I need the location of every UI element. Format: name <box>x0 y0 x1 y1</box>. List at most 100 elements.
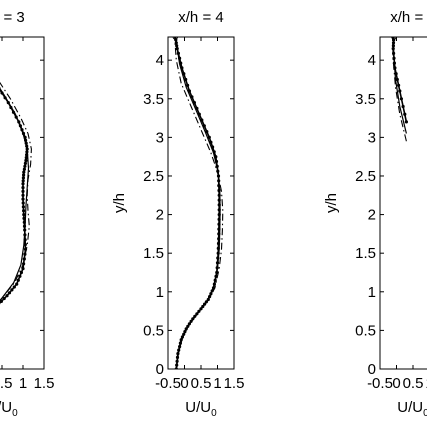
y-tick-label: 0 <box>368 361 376 378</box>
y-tick-label: 2 <box>156 207 164 224</box>
series-line-solid <box>0 87 30 302</box>
data-marker <box>23 161 27 165</box>
data-marker <box>22 213 26 217</box>
y-tick-label: 1 <box>368 284 376 301</box>
x-tick-label: 0 <box>180 375 188 392</box>
data-marker <box>21 267 25 271</box>
x-tick-label: 0.5 <box>191 375 212 392</box>
panel-title: x/h = 4 <box>178 9 223 26</box>
chart-panel-3: x/h = 5-0.500.511.500.511.522.533.54y/hU… <box>323 9 427 419</box>
axes-frame <box>167 36 235 370</box>
data-marker <box>21 201 25 205</box>
y-tick-label: 3.5 <box>355 91 376 108</box>
y-tick-label: 1 <box>156 284 164 301</box>
y-tick-label: 1.5 <box>143 245 164 262</box>
data-marker <box>184 77 188 82</box>
x-tick-label: 1 <box>213 375 221 392</box>
data-marker <box>21 182 25 186</box>
x-axis-label: U/U0 <box>397 399 427 419</box>
data-marker <box>21 197 25 201</box>
series-line-solid-markers <box>174 37 220 369</box>
y-tick-label: 1.5 <box>355 245 376 262</box>
x-tick-label: -0.5 <box>367 375 393 392</box>
series-line-dashdot <box>174 37 224 369</box>
data-marker <box>21 205 25 209</box>
data-marker <box>207 135 211 139</box>
x-tick-label: 1 <box>425 375 427 392</box>
data-marker <box>21 189 25 193</box>
x-tick-label: 1.5 <box>224 375 245 392</box>
x-axis-label-subscript: 0 <box>211 408 217 419</box>
y-tick-label: 0.5 <box>355 322 376 339</box>
axes-frame <box>379 36 427 370</box>
data-marker <box>16 278 20 282</box>
x-axis-label: U/U0 <box>0 399 18 419</box>
panel-title: x/h = 5 <box>390 9 427 26</box>
y-tick-label: 2.5 <box>355 168 376 185</box>
data-marker <box>19 270 23 275</box>
x-tick-label: 0.5 <box>403 375 424 392</box>
plot-area <box>172 37 224 369</box>
data-marker <box>403 112 407 116</box>
x-axis-label-main: U/U <box>185 399 211 416</box>
data-marker <box>7 291 12 295</box>
plot-area <box>0 81 32 305</box>
x-axis-label: U/U0 <box>185 399 217 419</box>
data-marker <box>2 296 6 301</box>
data-marker <box>22 257 26 261</box>
x-axis-label-main: U/U <box>397 399 423 416</box>
data-marker <box>12 285 16 289</box>
x-tick-label: 0.5 <box>0 375 12 392</box>
data-marker <box>399 97 403 101</box>
y-tick-label: 3 <box>368 129 376 146</box>
data-marker <box>398 89 402 93</box>
data-marker-end <box>391 37 397 40</box>
y-tick-label: 3 <box>156 129 164 146</box>
series-line-dashdot <box>391 37 407 142</box>
data-marker <box>22 209 26 213</box>
data-marker <box>5 294 9 298</box>
data-marker <box>15 282 19 286</box>
y-axis-label: y/h <box>323 193 340 213</box>
data-marker <box>21 193 25 197</box>
x-axis-label-subscript: 0 <box>423 408 427 419</box>
y-tick-label: 0.5 <box>143 322 164 339</box>
y-tick-label: 3.5 <box>143 91 164 108</box>
data-marker <box>21 179 25 183</box>
data-marker <box>10 288 14 292</box>
x-axis-label-main: U/U <box>0 399 12 416</box>
data-marker <box>404 120 408 124</box>
y-axis-label: y/h <box>111 193 128 213</box>
data-marker <box>186 83 190 87</box>
data-marker <box>21 176 25 180</box>
data-marker <box>0 299 3 303</box>
x-tick-label: 1 <box>19 375 27 392</box>
data-marker <box>397 83 401 87</box>
data-marker <box>24 156 28 160</box>
data-marker <box>21 186 25 190</box>
y-tick-label: 0 <box>156 361 164 378</box>
data-marker <box>395 77 399 82</box>
x-tick-label: 0 <box>392 375 400 392</box>
plot-area <box>391 37 408 142</box>
x-axis-label-subscript: 0 <box>12 408 18 419</box>
data-marker <box>22 170 26 174</box>
data-marker <box>18 274 22 278</box>
data-marker <box>22 167 26 171</box>
chart-panel-1: x/h = 3-0.500.511.5U/U0 <box>0 9 54 419</box>
data-marker <box>23 164 27 168</box>
data-marker <box>22 173 26 177</box>
series-line-solid <box>392 37 407 134</box>
data-marker <box>401 104 405 109</box>
data-marker <box>24 158 28 163</box>
y-tick-label: 4 <box>156 52 164 69</box>
x-tick-label: -0.5 <box>155 375 181 392</box>
y-tick-label: 2 <box>368 207 376 224</box>
x-tick-label: 1.5 <box>34 375 55 392</box>
chart-panel-2: x/h = 4-0.5 0 0.5 1 1.500.511.522.533.54y/hU… <box>111 9 244 419</box>
y-tick-label: 4 <box>368 52 376 69</box>
panel-title: x/h = 3 <box>0 9 25 26</box>
y-tick-label: 2.5 <box>143 168 164 185</box>
axes-frame <box>0 36 45 370</box>
